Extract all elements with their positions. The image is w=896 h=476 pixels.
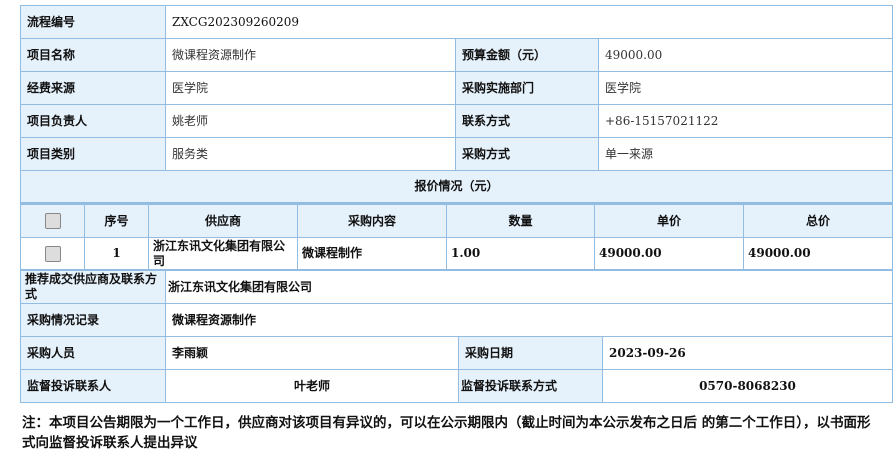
buyer-value: 李雨颖	[165, 336, 459, 370]
dept-value: 医学院	[598, 71, 893, 105]
supervisor-label: 监督投诉联系人	[20, 369, 166, 403]
fund-source-label: 经费来源	[20, 71, 166, 105]
contact-label: 联系方式	[455, 104, 599, 138]
recommend-label: 推荐成交供应商及联系方式	[20, 270, 166, 304]
category-value: 服务类	[165, 137, 456, 171]
quote-row-unit-price: 49000.00	[594, 237, 744, 271]
flow-no-value: ZXCG202309260209	[165, 5, 893, 39]
supervisor-contact-label: 监督投诉联系方式	[458, 369, 603, 403]
method-value: 单一来源	[598, 137, 893, 171]
quote-row-select[interactable]	[20, 237, 85, 271]
quote-row-no: 1	[84, 237, 149, 271]
quote-header-unit-price: 单价	[594, 204, 744, 238]
quote-header-qty: 数量	[446, 204, 595, 238]
quote-header-no: 序号	[84, 204, 149, 238]
quote-header-supplier: 供应商	[148, 204, 298, 238]
quote-header-select[interactable]	[20, 204, 85, 238]
flow-no-label: 流程编号	[20, 5, 166, 39]
category-label: 项目类别	[20, 137, 166, 171]
row-checkbox[interactable]	[44, 245, 61, 262]
quote-row-qty: 1.00	[446, 237, 595, 271]
supervisor-value: 叶老师	[165, 369, 459, 403]
quote-header-content: 采购内容	[297, 204, 447, 238]
quote-row-supplier: 浙江东讯文化集团有限公司	[148, 237, 298, 271]
date-value: 2023-09-26	[602, 336, 893, 370]
project-name-label: 项目名称	[20, 38, 166, 72]
recommend-value: 浙江东讯文化集团有限公司	[165, 270, 893, 304]
method-label: 采购方式	[455, 137, 599, 171]
record-label: 采购情况记录	[20, 303, 166, 337]
leader-label: 项目负责人	[20, 104, 166, 138]
quote-title: 报价情况（元）	[20, 170, 893, 204]
quote-header-total: 总价	[743, 204, 893, 238]
dept-label: 采购实施部门	[455, 71, 599, 105]
leader-value: 姚老师	[165, 104, 456, 138]
select-all-checkbox[interactable]	[44, 213, 61, 229]
supervisor-contact-value: 0570-8068230	[602, 369, 893, 403]
date-label: 采购日期	[458, 336, 603, 370]
notice-text: 注：本项目公告期限为一个工作日，供应商对该项目有异议的，可以在公示期限内（截止时…	[22, 415, 871, 451]
budget-label: 预算金额（元）	[455, 38, 599, 72]
fund-source-value: 医学院	[165, 71, 456, 105]
project-name-value: 微课程资源制作	[165, 38, 456, 72]
budget-value: 49000.00	[598, 38, 893, 72]
contact-value: +86-15157021122	[598, 104, 893, 138]
quote-row-content: 微课程制作	[297, 237, 447, 271]
buyer-label: 采购人员	[20, 336, 166, 370]
record-value: 微课程资源制作	[165, 303, 893, 337]
quote-row-total: 49000.00	[743, 237, 893, 271]
